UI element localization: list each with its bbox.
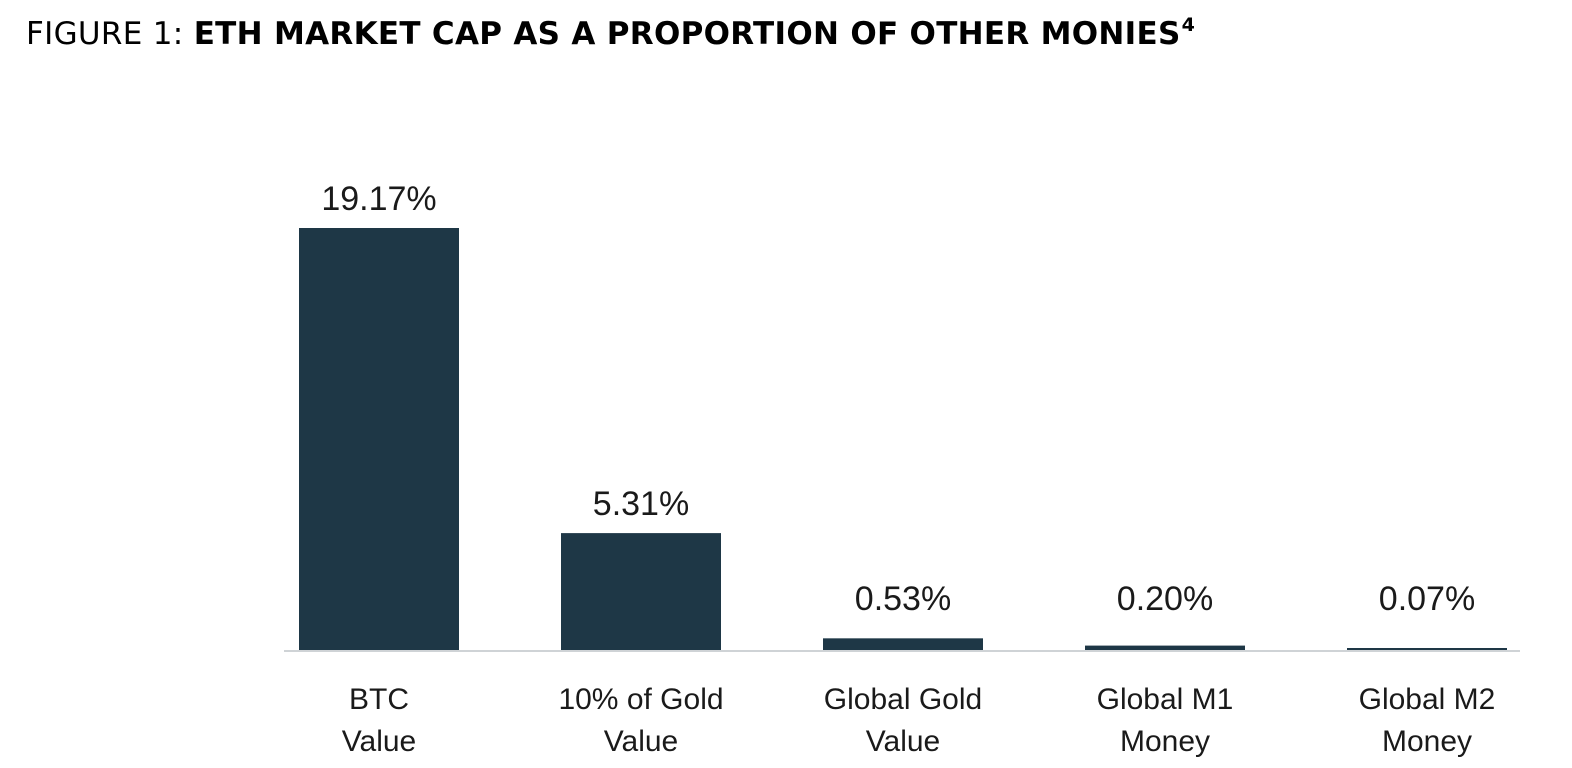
- value-label-4: 0.07%: [1379, 580, 1475, 618]
- value-label-0: 19.17%: [321, 180, 436, 218]
- category-label-4-line-1: Money: [1382, 725, 1472, 758]
- bar-3: [1085, 645, 1245, 650]
- figure-title-prefix: FIGURE 1:: [26, 16, 184, 52]
- category-label-3-line-0: Global M1: [1097, 683, 1234, 716]
- category-label-4-line-0: Global M2: [1359, 683, 1496, 716]
- figure-footnote-marker: 4: [1181, 14, 1196, 36]
- bar-4: [1347, 648, 1507, 650]
- category-labels-group: BTC Value 10% of Gold Value Global Gold Value…: [342, 683, 1496, 758]
- figure-title: FIGURE 1: ETH MARKET CAP AS A PROPORTION…: [26, 14, 1195, 52]
- category-label-2-line-0: Global Gold: [824, 683, 982, 716]
- figure-title-main: ETH MARKET CAP AS A PROPORTION OF OTHER …: [193, 16, 1181, 52]
- bars-group: [299, 228, 1507, 650]
- value-label-1: 5.31%: [593, 485, 689, 523]
- category-label-2-line-1: Value: [866, 725, 941, 758]
- bar-0: [299, 228, 459, 650]
- bar-1: [561, 533, 721, 650]
- category-label-1-line-1: Value: [604, 725, 679, 758]
- value-label-3: 0.20%: [1117, 580, 1213, 618]
- category-label-3-line-1: Money: [1120, 725, 1210, 758]
- value-label-2: 0.53%: [855, 580, 951, 618]
- category-label-0-line-1: Value: [342, 725, 417, 758]
- value-labels-group: 19.17% 5.31% 0.53% 0.20% 0.07%: [321, 180, 1475, 618]
- category-label-0-line-0: BTC: [349, 683, 409, 716]
- category-label-1-line-0: 10% of Gold: [558, 683, 723, 716]
- bar-2: [823, 638, 983, 650]
